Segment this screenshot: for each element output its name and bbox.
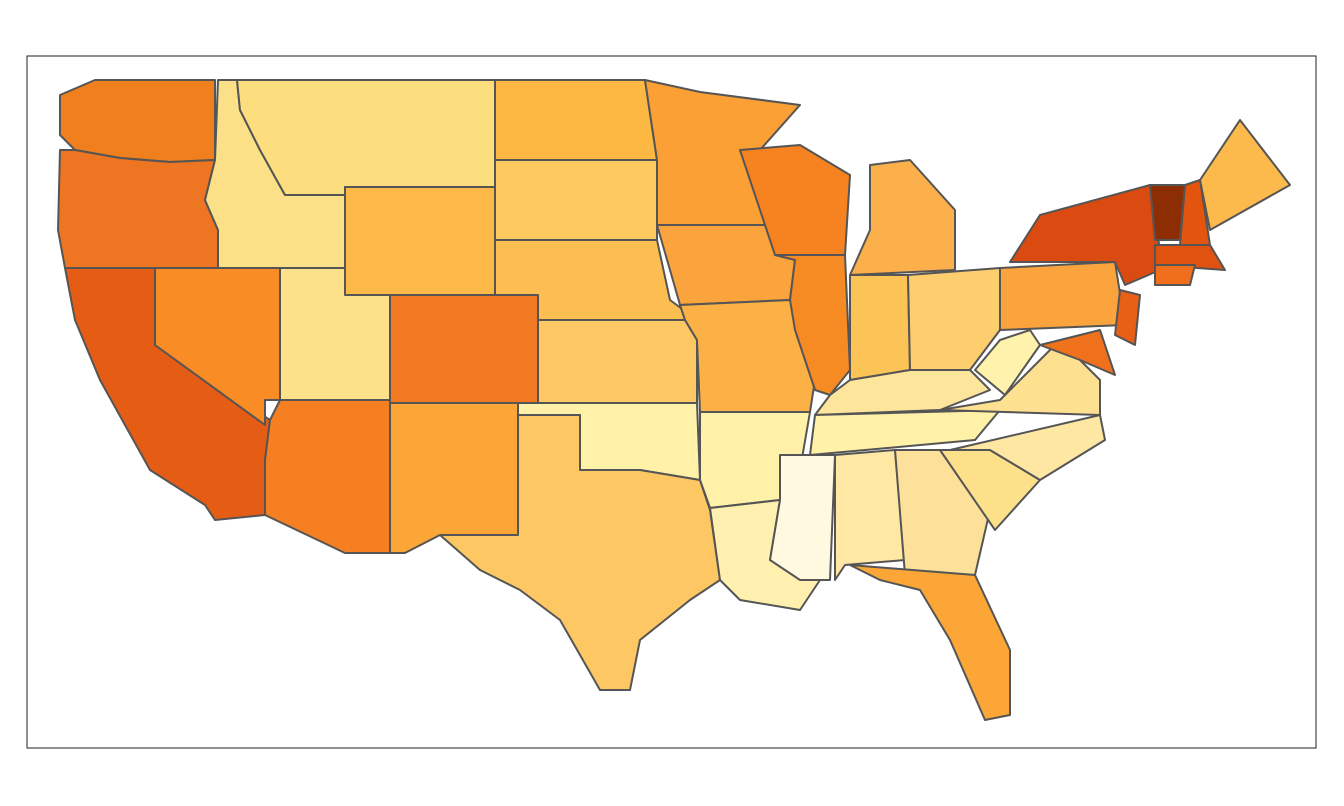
region-shape <box>849 274 911 381</box>
region-shape <box>59 79 216 163</box>
region-shape <box>849 159 956 276</box>
region-shape <box>439 414 721 691</box>
region-shape <box>999 261 1126 331</box>
region-shape <box>834 449 906 581</box>
region-shape <box>344 186 496 296</box>
region-shape <box>1149 184 1186 241</box>
region-shape <box>1114 289 1141 346</box>
region-shape <box>1154 264 1196 286</box>
region-shape <box>389 294 539 404</box>
region-shape <box>974 329 1041 396</box>
region-shape <box>1154 244 1226 271</box>
region-shape <box>907 267 1001 371</box>
region-shape <box>774 254 851 396</box>
region-shape <box>57 149 219 269</box>
region-shape <box>1039 329 1116 376</box>
region-shape <box>1199 119 1291 231</box>
region-shape <box>809 409 1001 456</box>
region-shape <box>389 402 519 554</box>
region-shape <box>494 79 658 161</box>
region-shape <box>236 79 496 196</box>
region-shape <box>537 319 698 404</box>
region-shape <box>494 159 658 241</box>
region-shape <box>949 414 1106 481</box>
region-shape <box>769 454 836 581</box>
region-shape <box>849 564 1011 721</box>
